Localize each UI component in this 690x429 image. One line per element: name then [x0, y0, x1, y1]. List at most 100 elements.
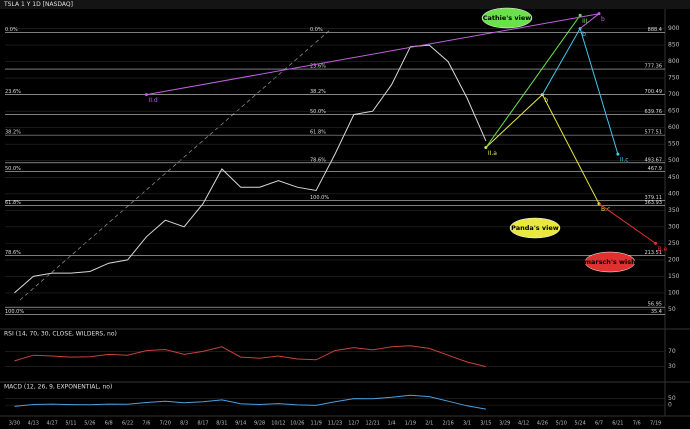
x-tick-label: 3/30 [9, 421, 20, 427]
y-tick-label: 850 [668, 42, 680, 49]
y-tick-label: 600 [668, 124, 680, 131]
panel-title: MACD (12, 26, 9, EXPONENTIAL, no) [4, 384, 112, 391]
x-tick-label: 12/21 [366, 421, 380, 427]
level-label: 56.95 [648, 302, 662, 308]
x-tick-label: 9/28 [254, 421, 265, 427]
x-tick-label: 5/24 [575, 421, 586, 427]
x-tick-label: 6/7 [595, 421, 603, 427]
level-label: 363.93 [645, 200, 663, 206]
x-tick-label: 9/14 [235, 421, 246, 427]
callout-text: Cathie's view [483, 14, 532, 22]
fib-label: 78.6% [310, 157, 326, 163]
x-tick-label: 7/6 [633, 421, 641, 427]
level-label: 577.51 [645, 130, 663, 136]
y-tick-label: 800 [668, 58, 680, 65]
x-tick-label: 11/23 [328, 421, 342, 427]
x-tick-label: 6/8 [105, 421, 113, 427]
level-label: 379.11 [645, 195, 663, 201]
level-label: 639.76 [645, 109, 663, 115]
fib-label: 78.6% [5, 250, 21, 256]
level-label: 777.36 [645, 64, 663, 70]
y-tick-label: 50 [668, 395, 676, 402]
y-tick-label: 200 [668, 256, 680, 263]
level-label: 888.4 [648, 27, 662, 33]
wave-label: B.c [601, 206, 610, 213]
callout-text: Panda's view [511, 224, 559, 232]
x-tick-label: 7/19 [650, 421, 661, 427]
x-tick-label: 3/29 [499, 421, 510, 427]
fib-label: 23.6% [310, 64, 326, 70]
trend-line [19, 29, 331, 301]
x-tick-label: 10/12 [271, 421, 285, 427]
x-tick-label: 2/16 [443, 421, 454, 427]
callout-bubble [481, 7, 533, 29]
x-tick-label: 5/11 [65, 421, 76, 427]
chart-title: TSLA 1 Y 1D [NASDAQ] [3, 1, 73, 8]
x-tick-label: 2/1 [425, 421, 433, 427]
x-tick-label: 8/31 [216, 421, 227, 427]
wave-label: III [582, 18, 588, 25]
fib-label: 38.2% [5, 130, 21, 136]
fib-label: 100.0% [5, 309, 24, 315]
y-tick-label: 900 [668, 25, 680, 32]
header-bar [0, 0, 690, 9]
wave-point [144, 93, 148, 97]
x-tick-label: 4/12 [518, 421, 529, 427]
x-tick-label: 6/21 [612, 421, 623, 427]
wave-label: B.e [658, 246, 668, 253]
x-tick-label: 5/26 [84, 421, 95, 427]
x-tick-label: 1/4 [388, 421, 396, 427]
y-tick-label: 350 [668, 207, 680, 214]
wave-label: II.c [620, 157, 629, 164]
x-tick-label: 8/17 [197, 421, 208, 427]
level-label: 493.67 [645, 157, 663, 163]
data-line [14, 345, 487, 368]
wave-label: b [544, 97, 548, 104]
x-tick-label: 4/27 [47, 421, 58, 427]
y-tick-label: 550 [668, 141, 680, 148]
panel-title: RSI (14, 70, 30, CLOSE, WILDERS, no) [4, 331, 117, 338]
fib-label: 50.0% [5, 166, 21, 172]
x-tick-label: 8/3 [180, 421, 188, 427]
data-line [14, 44, 487, 294]
y-tick-label: 300 [668, 223, 680, 230]
x-tick-label: 12/7 [348, 421, 359, 427]
fib-label: 61.8% [5, 200, 21, 206]
y-tick-label: 50 [668, 306, 676, 313]
x-tick-label: 7/20 [160, 421, 171, 427]
wave-label: b [582, 31, 586, 38]
y-tick-label: 30 [668, 363, 676, 370]
fib-label: 100.0% [310, 195, 329, 201]
fib-label: 38.2% [310, 89, 326, 95]
y-tick-label: 750 [668, 75, 680, 82]
y-tick-label: 400 [668, 190, 680, 197]
x-tick-label: 7/6 [142, 421, 150, 427]
x-tick-label: 1/19 [405, 421, 416, 427]
level-label: 700.49 [645, 89, 663, 95]
y-tick-label: 650 [668, 108, 680, 115]
callout-bubble [509, 217, 561, 239]
wave-label: II.d [148, 97, 157, 104]
y-tick-label: 0 [668, 402, 672, 409]
fib-label: 0.0% [5, 27, 18, 33]
x-tick-label: 3/1 [463, 421, 471, 427]
wave-label: b [601, 16, 605, 23]
x-tick-label: 6/22 [122, 421, 133, 427]
y-tick-label: 700 [668, 91, 680, 98]
wave-point [616, 152, 620, 156]
projection-line [485, 15, 581, 148]
level-label: 467.9 [648, 166, 662, 172]
y-tick-label: 70 [668, 348, 676, 355]
level-label: 35.4 [651, 309, 662, 315]
wave-point [597, 12, 601, 16]
wave-label: II.a [488, 150, 497, 157]
x-tick-label: 4/26 [537, 421, 548, 427]
y-tick-label: 250 [668, 240, 680, 247]
fib-label: 50.0% [310, 109, 326, 115]
fib-label: 23.6% [5, 89, 21, 95]
y-tick-label: 150 [668, 273, 680, 280]
y-tick-label: 450 [668, 174, 680, 181]
projection-line [598, 203, 656, 244]
